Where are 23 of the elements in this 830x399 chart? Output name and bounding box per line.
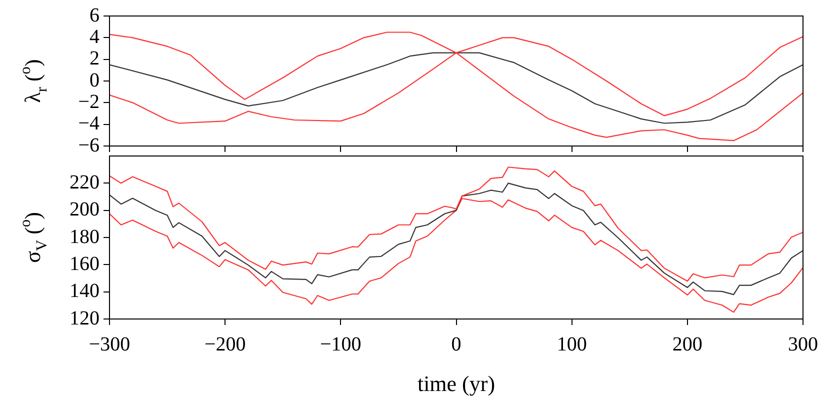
y-tick-label: 4 [90, 26, 100, 48]
x-axis-title: time (yr) [417, 371, 496, 396]
y-axis-title: σV (o) [17, 212, 51, 263]
y-tick-label: 6 [90, 4, 100, 26]
y-tick-label: 0 [90, 69, 100, 92]
y-axis-title: λr (o) [17, 59, 51, 103]
x-tick-label: −300 [88, 333, 130, 356]
x-tick-label: 300 [788, 333, 818, 356]
y-tick-label: 2 [90, 48, 100, 70]
y-tick-label: 120 [70, 307, 100, 330]
y-tick-label: −6 [78, 134, 100, 156]
x-tick-label: 200 [672, 333, 702, 356]
x-tick-label: 100 [556, 333, 587, 356]
y-tick-label: −2 [78, 90, 100, 113]
y-tick-label: 140 [70, 280, 100, 302]
y-tick-label: 180 [70, 226, 100, 248]
y-tick-label: 200 [70, 198, 100, 221]
x-tick-label: −200 [204, 333, 246, 356]
y-tick-label: 220 [70, 171, 100, 194]
x-tick-label: −100 [320, 333, 362, 356]
y-tick-label: −4 [78, 112, 100, 135]
x-tick-label: 0 [451, 333, 462, 356]
y-tick-label: 160 [70, 252, 100, 275]
